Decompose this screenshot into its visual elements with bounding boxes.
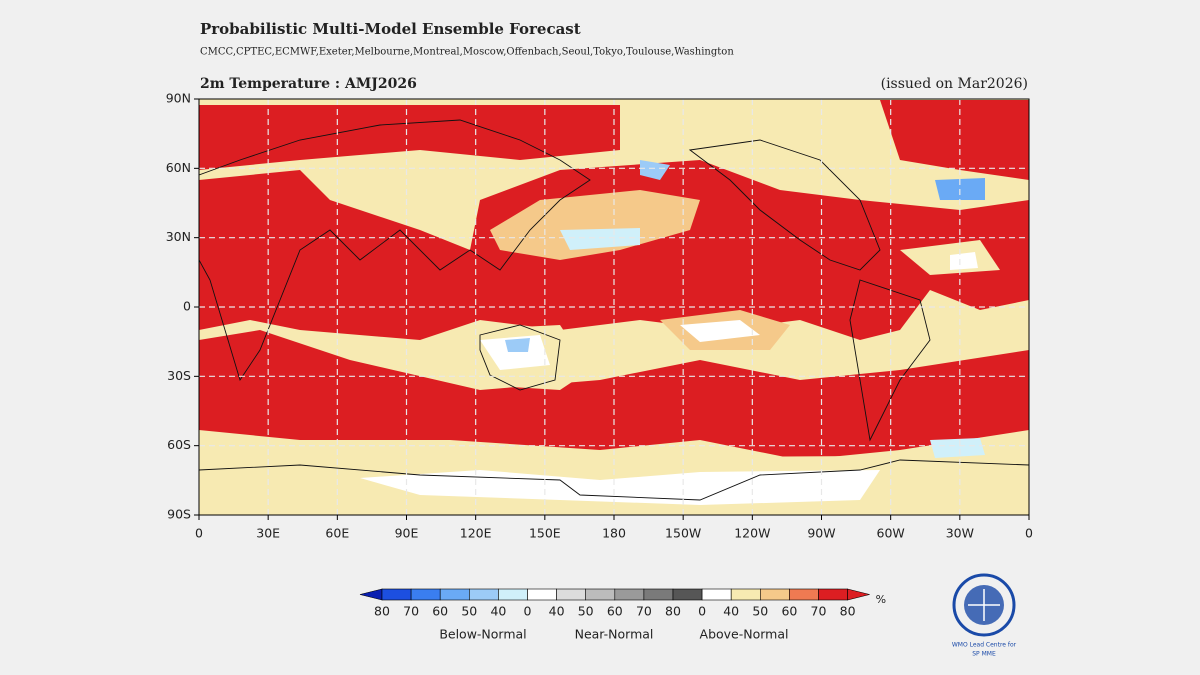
- colorbar-label: 50: [752, 604, 768, 619]
- x-tick-label: 150W: [665, 526, 701, 541]
- colorbar-segment: [614, 588, 645, 601]
- subtitle: CMCC,CPTEC,ECMWF,Exeter,Melbourne,Montre…: [200, 47, 734, 58]
- colorbar-label: 40: [549, 604, 565, 619]
- x-tick-label: 0: [1025, 526, 1033, 541]
- colorbar-unit: %: [876, 593, 886, 606]
- colorbar-segment: [556, 588, 586, 601]
- y-tick-label: 30N: [166, 229, 191, 244]
- colorbar-label: 60: [607, 604, 623, 619]
- colorbar-label: 80: [840, 604, 856, 619]
- x-tick-label: 30E: [256, 526, 280, 541]
- colorbar-label: 70: [636, 604, 652, 619]
- x-tick-label: 90W: [807, 526, 835, 541]
- map-field: [199, 99, 1029, 515]
- y-tick-label: 60N: [166, 160, 191, 175]
- colorbar-segment: [730, 588, 761, 601]
- y-tick-label: 60S: [167, 437, 191, 452]
- category-label: Near-Normal: [575, 627, 654, 642]
- colorbar-segment: [672, 588, 703, 601]
- logo-text: SP MME: [972, 651, 996, 658]
- colorbar-segment: [701, 588, 732, 601]
- x-tick-label: 120E: [460, 526, 492, 541]
- graticule: [199, 99, 1029, 515]
- colorbar-segment: [643, 588, 674, 601]
- issued: (issued on Mar2026): [881, 76, 1028, 92]
- colorbar-segment: [527, 588, 557, 601]
- category-label: Below-Normal: [439, 627, 526, 642]
- colorbar-label: 50: [578, 604, 594, 619]
- colorbar: 80 70 60 50 40 0 40 50 60 70 80 0 40 50 60 70 80% Below-N…: [359, 588, 886, 642]
- colorbar-segment: [585, 588, 616, 601]
- x-tick-label: 120W: [734, 526, 770, 541]
- y-tick-label: 30S: [167, 368, 191, 383]
- colorbar-extend: [847, 588, 870, 601]
- colorbar-segment: [789, 588, 819, 601]
- colorbar-label: 0: [698, 604, 706, 619]
- colorbar-segment: [818, 588, 848, 601]
- colorbar-label: 80: [374, 604, 390, 619]
- colorbar-segment: [759, 588, 790, 601]
- map-title: 2m Temperature : AMJ2026: [200, 76, 417, 92]
- colorbar-label: 70: [403, 604, 419, 619]
- axis-ticks: 0 30E 60E 90E 120E 150E 180 150W 120W 90W 60W 30W 09…: [166, 91, 1033, 541]
- colorbar-segment: [381, 588, 412, 601]
- colorbar-label: 40: [490, 604, 506, 619]
- logo-text: WMO Lead Centre for: [952, 642, 1017, 649]
- colorbar-extend: [359, 588, 383, 601]
- y-tick-label: 0: [183, 299, 191, 314]
- colorbar-label: 80: [665, 604, 681, 619]
- colorbar-segment: [410, 588, 441, 601]
- colorbar-label: 60: [432, 604, 448, 619]
- x-tick-label: 150E: [529, 526, 561, 541]
- y-tick-label: 90N: [166, 91, 191, 106]
- x-tick-label: 90E: [395, 526, 419, 541]
- colorbar-segment: [439, 588, 470, 601]
- colorbar-label: 70: [811, 604, 827, 619]
- colorbar-segment: [468, 588, 499, 601]
- wmo-logo: WMO Lead Centre for SP MME: [952, 573, 1017, 658]
- title: Probabilistic Multi-Model Ensemble Forec…: [200, 20, 581, 38]
- colorbar-label: 40: [723, 604, 739, 619]
- y-tick-label: 90S: [167, 507, 191, 522]
- category-label: Above-Normal: [700, 627, 789, 642]
- x-tick-label: 60E: [325, 526, 349, 541]
- x-tick-label: 60W: [877, 526, 905, 541]
- colorbar-label: 60: [781, 604, 797, 619]
- colorbar-label: 0: [524, 604, 532, 619]
- colorbar-segment: [498, 588, 528, 601]
- colorbar-label: 50: [461, 604, 477, 619]
- x-tick-label: 180: [602, 526, 626, 541]
- x-tick-label: 0: [195, 526, 203, 541]
- x-tick-label: 30W: [946, 526, 974, 541]
